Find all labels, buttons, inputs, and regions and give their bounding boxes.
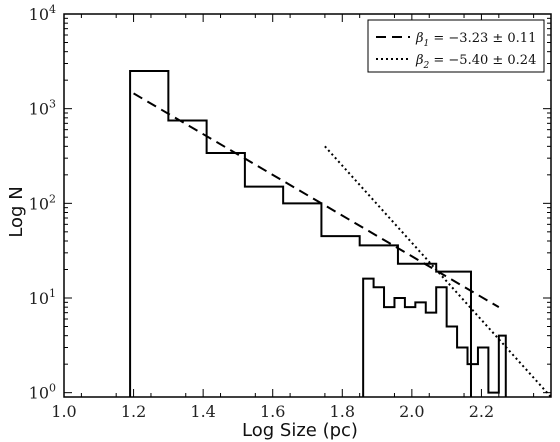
y-tick-label: 102 bbox=[29, 192, 56, 213]
y-tick-label: 100 bbox=[29, 382, 56, 403]
axis-ticks: 1.0 1.2 1.4 1.6 1.8 2.0 2.2 100 101 102 103 104 bbox=[29, 3, 551, 421]
legend-label: β2 = −5.40 ± 0.24 bbox=[415, 53, 536, 71]
y-tick-label: 104 bbox=[29, 3, 56, 24]
legend-box bbox=[367, 19, 545, 73]
x-tick-label: 1.4 bbox=[190, 402, 215, 421]
histogram-1 bbox=[129, 69, 472, 397]
fit-line-1 bbox=[133, 92, 500, 309]
legend: β1 = −3.23 ± 0.11 β2 = −5.40 ± 0.24 bbox=[367, 19, 545, 73]
y-tick-label: 101 bbox=[29, 287, 56, 308]
x-tick-label: 1.0 bbox=[51, 402, 76, 421]
x-tick-label: 2.0 bbox=[399, 402, 424, 421]
plot-marks bbox=[129, 69, 551, 397]
x-axis-title: Log Size (pc) bbox=[242, 420, 358, 441]
x-tick-label: 1.6 bbox=[260, 402, 285, 421]
histogram-outline bbox=[362, 277, 507, 397]
fit-line-2 bbox=[324, 145, 551, 397]
y-tick-label: 103 bbox=[29, 98, 56, 119]
histogram-outline bbox=[129, 69, 472, 397]
x-tick-label: 2.2 bbox=[469, 402, 494, 421]
y-axis-title: Log N bbox=[6, 186, 27, 237]
x-tick-label: 1.8 bbox=[330, 402, 355, 421]
legend-label: β1 = −3.23 ± 0.11 bbox=[415, 31, 536, 49]
x-tick-label: 1.2 bbox=[121, 402, 146, 421]
plot-frame bbox=[63, 13, 552, 398]
histogram-2 bbox=[362, 277, 507, 397]
